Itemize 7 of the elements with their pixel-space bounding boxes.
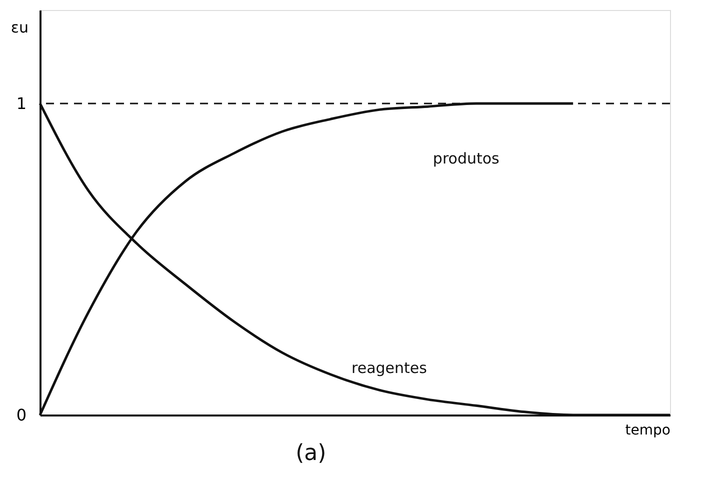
y-tick-label: 1 [16, 94, 26, 113]
text: produtos [432, 149, 500, 168]
x-axis-title: tempo [625, 422, 670, 438]
series-label: reagentes [352, 359, 428, 378]
y-axis-title: εu [10, 18, 28, 36]
y-tick-label: 0 [16, 406, 26, 424]
text: (a) [296, 441, 326, 466]
